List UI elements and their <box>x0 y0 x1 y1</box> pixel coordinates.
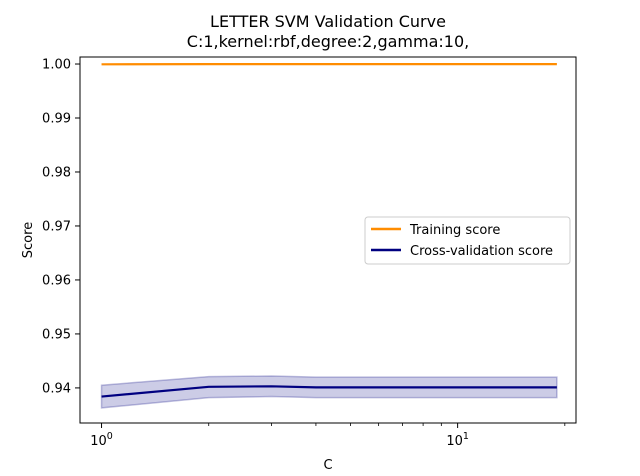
y-tick-label: 0.99 <box>42 112 71 127</box>
x-axis-label: C <box>323 458 332 473</box>
y-tick-label: 1.00 <box>42 58 71 73</box>
y-tick-label: 0.95 <box>42 327 71 342</box>
confidence-band-layer <box>100 375 558 409</box>
axes-frame <box>79 56 577 424</box>
legend-label-training-score: Training score <box>409 223 500 238</box>
y-tick-label: 0.97 <box>42 219 71 234</box>
legend: Training score Cross-validation score <box>364 216 571 265</box>
y-tick-label: 0.96 <box>42 273 71 288</box>
y-axis-ticks: 0.94 0.95 0.96 0.97 0.98 0.99 1.00 <box>42 58 80 396</box>
chart-title: LETTER SVM Validation Curve <box>210 12 446 31</box>
confidence-band-cross-validation-score <box>100 375 558 409</box>
chart-subtitle: C:1,kernel:rbf,degree:2,gamma:10, <box>187 32 469 51</box>
y-axis-label: Score <box>21 222 36 258</box>
series-line-layer <box>101 63 557 398</box>
y-tick-label: 0.94 <box>42 381 71 396</box>
legend-label-cross-validation-score: Cross-validation score <box>410 244 553 259</box>
series-line-cross-validation-score <box>101 385 557 398</box>
plot-area <box>100 63 558 409</box>
legend-box <box>364 216 571 265</box>
y-tick-label: 0.98 <box>42 165 71 180</box>
